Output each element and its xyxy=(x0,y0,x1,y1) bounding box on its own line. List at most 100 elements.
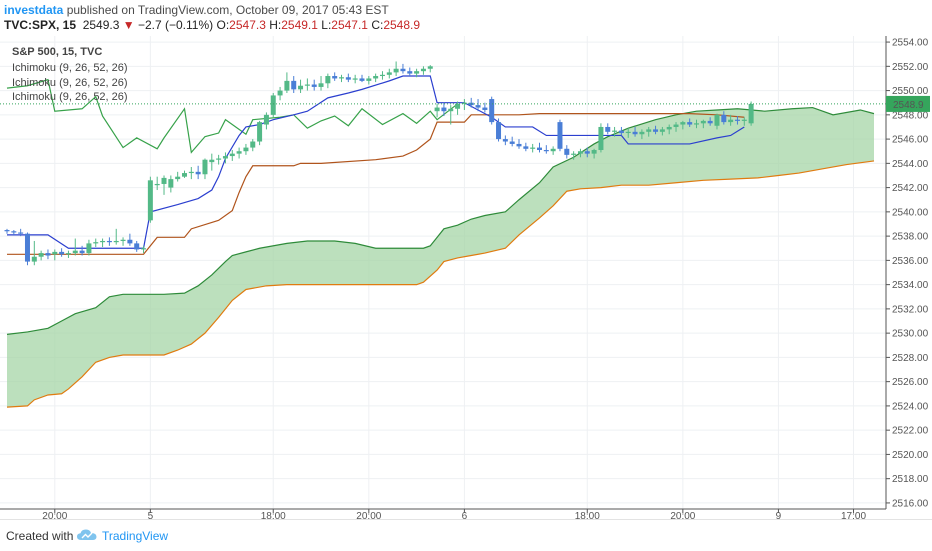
candle-body xyxy=(154,183,160,186)
legend-indicator-2[interactable]: Ichimoku (9, 26, 52, 26) xyxy=(12,77,128,89)
candle-body xyxy=(741,119,747,121)
high-value: 2549.1 xyxy=(281,18,318,32)
candle-body xyxy=(113,240,119,243)
candle-body xyxy=(632,131,638,135)
legend-indicator-3[interactable]: Ichimoku (9, 26, 52, 26) xyxy=(12,91,128,103)
candle-body xyxy=(195,171,201,175)
candle-body xyxy=(728,119,734,123)
low-label: L: xyxy=(321,18,332,32)
chart-legend: S&P 500, 15, TVC Ichimoku (9, 26, 52, 26… xyxy=(12,46,128,103)
candle-body xyxy=(591,150,597,154)
price-tick-label: 2536.00 xyxy=(892,256,929,267)
candle-body xyxy=(516,143,522,147)
candle-body xyxy=(222,156,228,159)
author-name[interactable]: investdata xyxy=(4,3,64,17)
tenkan-sen-line xyxy=(7,75,745,249)
price-tick-label: 2538.00 xyxy=(892,232,929,243)
price-tick-label: 2550.00 xyxy=(892,86,929,97)
candle-body xyxy=(673,124,679,127)
candle-body xyxy=(618,130,624,134)
time-tick-label: 17:00 xyxy=(841,511,866,519)
candle-body xyxy=(714,114,720,126)
candle-body xyxy=(311,84,317,87)
candle-body xyxy=(441,107,447,112)
legend-title: S&P 500, 15, TVC xyxy=(12,46,102,58)
candle-body xyxy=(127,239,133,244)
candle-body xyxy=(52,251,58,255)
candle-body xyxy=(236,151,242,154)
candle-body xyxy=(386,72,392,75)
time-axis[interactable]: 20:00 5 18:00 20:00 6 18:00 20:00 9 17:00 xyxy=(0,508,886,519)
candle-body xyxy=(543,150,549,152)
candle-body xyxy=(427,66,433,69)
candle-body xyxy=(59,251,65,255)
candle-body xyxy=(181,173,187,177)
candle-body xyxy=(748,103,754,124)
candle-body xyxy=(420,68,426,72)
candle-body xyxy=(332,76,338,79)
candle-body xyxy=(734,119,740,121)
candle-body xyxy=(86,243,92,254)
candle-body xyxy=(45,253,51,256)
senkou-span-b-line xyxy=(6,160,875,408)
price-axis[interactable]: 2516.00 2518.00 2520.00 2522.00 2524.00 2526.… xyxy=(885,36,929,509)
candle-body xyxy=(106,240,112,243)
kijun-sen-line xyxy=(7,113,745,255)
candle-body xyxy=(639,131,645,135)
candle-body xyxy=(659,129,665,132)
candle-body xyxy=(352,78,358,80)
candle-body xyxy=(571,153,577,155)
candle-body xyxy=(557,122,563,149)
candle-body xyxy=(400,68,406,72)
candle-body xyxy=(414,71,420,74)
price-tick-label: 2534.00 xyxy=(892,280,929,291)
candle-body xyxy=(325,76,331,84)
candle-body xyxy=(188,171,194,174)
candle-body xyxy=(700,120,706,124)
candle-body xyxy=(38,253,44,257)
legend-indicator-1[interactable]: Ichimoku (9, 26, 52, 26) xyxy=(12,62,128,74)
price-tick-label: 2546.00 xyxy=(892,135,929,146)
tradingview-cloud-icon[interactable] xyxy=(76,528,98,547)
high-label: H: xyxy=(269,18,282,32)
candle-body xyxy=(509,141,515,144)
price-tick-label: 2542.00 xyxy=(892,183,929,194)
price-tick-label: 2526.00 xyxy=(892,377,929,388)
candle-body xyxy=(666,126,672,130)
candle-body xyxy=(646,129,652,132)
change-down-icon: ▼ xyxy=(122,18,135,32)
ichimoku-lines xyxy=(6,75,875,408)
price-tick-label: 2532.00 xyxy=(892,304,929,315)
candle-body xyxy=(489,99,495,123)
candle-body xyxy=(141,248,147,250)
candle-body xyxy=(550,148,556,152)
price-tick-label: 2522.00 xyxy=(892,426,929,437)
candle-body xyxy=(120,239,126,241)
open-label: O: xyxy=(216,18,230,32)
price-chart[interactable]: S&P 500, 15, TVC Ichimoku (9, 26, 52, 26… xyxy=(0,36,932,519)
tradingview-brand-link[interactable]: TradingView xyxy=(102,529,169,543)
quote-line: TVC:SPX, 15 2549.3 ▼ −2.7 (−0.11%) O:254… xyxy=(4,18,420,32)
candle-body xyxy=(680,122,686,125)
close-label: C: xyxy=(371,18,384,32)
candle-body xyxy=(100,240,106,243)
footer: Created with TradingView xyxy=(0,519,932,551)
publish-line: investdata published on TradingView.com,… xyxy=(4,3,389,17)
last-price-tag-box xyxy=(886,95,930,112)
candle-body xyxy=(345,77,351,80)
time-tick-label: 18:00 xyxy=(575,511,600,519)
candle-body xyxy=(707,120,713,124)
cloud-fill xyxy=(7,107,874,408)
price-tick-label: 2528.00 xyxy=(892,353,929,364)
candle-body xyxy=(502,139,508,142)
time-tick-label: 20:00 xyxy=(42,511,67,519)
candle-body xyxy=(24,233,30,262)
candle-body xyxy=(202,159,208,175)
chikou-span-line xyxy=(6,78,458,154)
candle-body xyxy=(373,76,379,79)
published-text: published on TradingView.com, October 09… xyxy=(63,3,389,17)
last-price-tag-text: 2548.9 xyxy=(893,100,924,111)
candle-body xyxy=(72,250,78,254)
close-value: 2548.9 xyxy=(383,18,421,32)
time-tick-label: 20:00 xyxy=(356,511,381,519)
